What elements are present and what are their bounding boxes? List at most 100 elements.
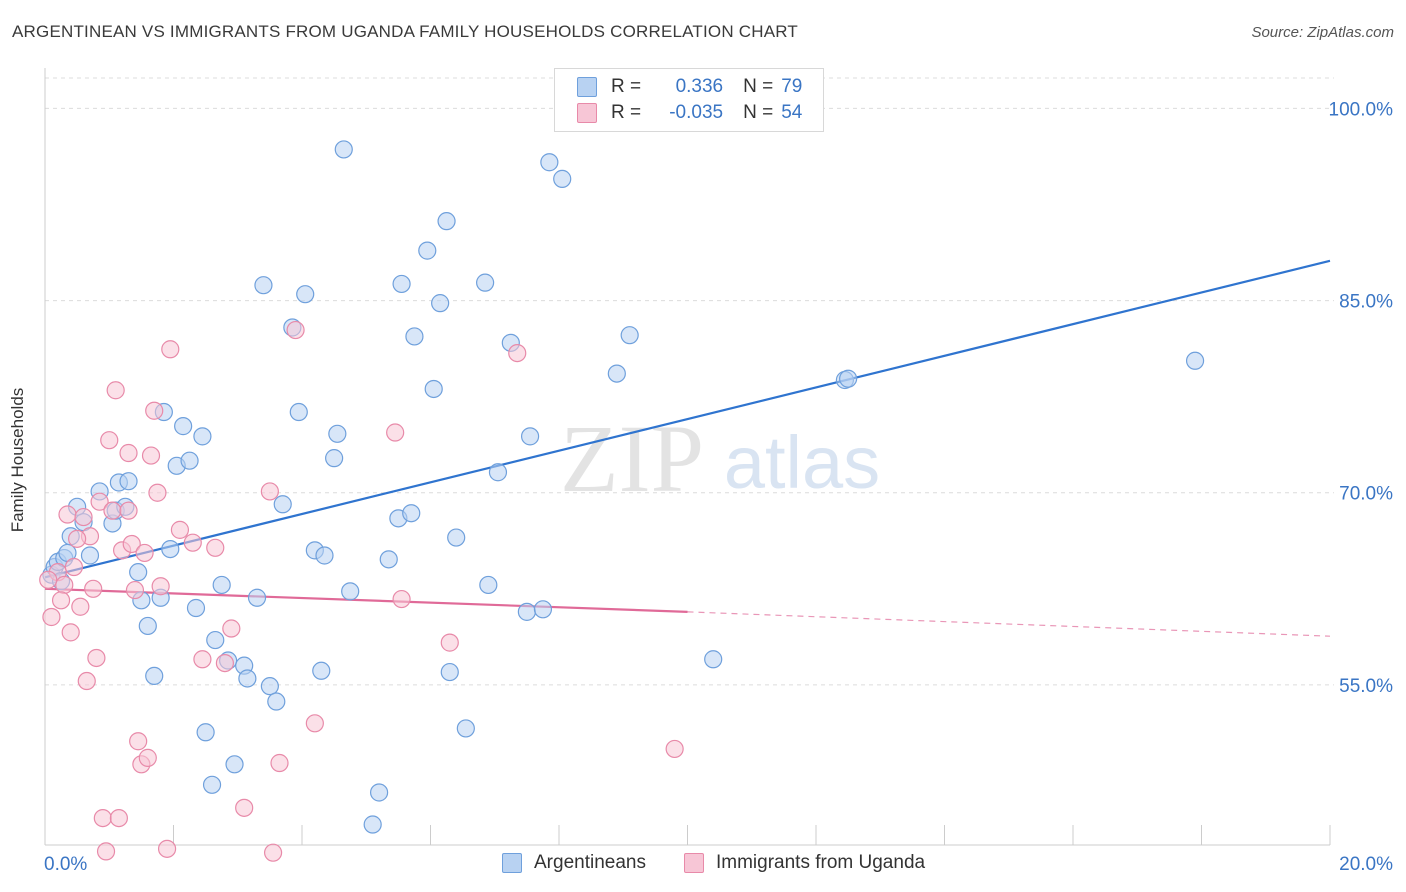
argentinean-point bbox=[704, 650, 723, 669]
uganda-point bbox=[39, 570, 58, 589]
uganda-point bbox=[151, 577, 170, 596]
uganda-point bbox=[90, 492, 109, 511]
blue-swatch bbox=[577, 77, 597, 97]
uganda-point bbox=[106, 381, 125, 400]
uganda-point bbox=[87, 648, 106, 668]
argentinean-point bbox=[341, 582, 360, 601]
argentinean-point bbox=[476, 273, 495, 292]
argentinean-point bbox=[296, 285, 315, 304]
argentinean-point bbox=[328, 424, 347, 443]
uganda-point bbox=[61, 623, 80, 642]
uganda-point bbox=[141, 446, 161, 465]
argentinean-point bbox=[202, 775, 222, 794]
uganda-point bbox=[183, 533, 202, 552]
argentinean-point bbox=[402, 504, 421, 523]
blue-swatch bbox=[502, 853, 522, 873]
uganda-point bbox=[71, 597, 90, 616]
uganda-point bbox=[286, 320, 305, 340]
argentinean-point bbox=[379, 550, 398, 569]
pink-swatch bbox=[577, 103, 597, 123]
uganda-point bbox=[129, 732, 148, 751]
argentinean-point bbox=[273, 495, 292, 514]
uganda-point bbox=[386, 423, 405, 442]
y-tick-label: 70.0% bbox=[1339, 484, 1393, 505]
argentinean-point bbox=[315, 546, 334, 565]
watermark-atlas: atlas bbox=[724, 421, 880, 504]
source-label: Source: ZipAtlas.com bbox=[1251, 24, 1394, 41]
argentinean-point bbox=[174, 417, 193, 436]
n-label: N = bbox=[743, 76, 774, 97]
argentinean-point bbox=[161, 539, 180, 559]
uganda-point bbox=[235, 798, 254, 817]
uganda-point bbox=[138, 748, 157, 767]
argentinean-point bbox=[325, 449, 344, 468]
legend-item-argentineans: Argentineans bbox=[502, 852, 646, 874]
argentinean-point bbox=[254, 276, 273, 295]
uganda-point bbox=[193, 650, 212, 669]
uganda-point bbox=[305, 714, 324, 733]
series-legend: Argentineans Immigrants from Uganda bbox=[0, 850, 1406, 878]
uganda-point bbox=[84, 579, 103, 598]
uganda-point bbox=[270, 753, 289, 773]
argentinean-point bbox=[440, 662, 459, 682]
uganda-point bbox=[161, 340, 180, 359]
argentinean-point bbox=[180, 451, 199, 470]
legend-label: Immigrants from Uganda bbox=[716, 852, 926, 873]
argentinean-point bbox=[80, 546, 100, 565]
argentinean-point bbox=[145, 666, 164, 686]
argentinean-point bbox=[247, 588, 267, 607]
n-label: N = bbox=[743, 102, 774, 123]
y-axis-label: Family Households bbox=[8, 387, 27, 533]
argentinean-point bbox=[129, 563, 148, 582]
n-value: 54 bbox=[781, 102, 803, 123]
argentinean-point bbox=[119, 472, 138, 491]
argentinean-trend-line bbox=[44, 259, 1331, 579]
y-tick-label: 85.0% bbox=[1339, 292, 1393, 313]
uganda-point bbox=[665, 739, 684, 759]
argentinean-point bbox=[312, 661, 331, 680]
uganda-point bbox=[55, 575, 74, 595]
argentinean-point bbox=[456, 719, 475, 738]
stats-row-argentineans: R = 0.336 N = 79 bbox=[577, 74, 802, 100]
argentinean-point bbox=[540, 153, 559, 172]
argentinean-point bbox=[418, 241, 437, 260]
argentinean-point bbox=[212, 575, 231, 595]
argentinean-point bbox=[520, 427, 540, 446]
tick-labels: 55.0% 70.0% 85.0% 100.0% 0.0% 20.0% bbox=[44, 99, 1393, 875]
uganda-point bbox=[263, 843, 283, 862]
argentinean-point bbox=[225, 755, 244, 774]
uganda-point bbox=[222, 619, 241, 638]
argentinean-point bbox=[405, 327, 424, 346]
data-points bbox=[39, 140, 1205, 862]
uganda-point bbox=[58, 505, 77, 524]
uganda-point bbox=[51, 591, 71, 610]
argentinean-point bbox=[196, 723, 215, 742]
n-value: 79 bbox=[781, 76, 803, 97]
legend-label: Argentineans bbox=[534, 852, 646, 873]
uganda-point bbox=[42, 607, 61, 627]
uganda-point bbox=[122, 534, 141, 554]
argentinean-point bbox=[424, 379, 443, 399]
argentinean-point bbox=[839, 369, 858, 388]
axes bbox=[44, 68, 1331, 846]
uganda-point bbox=[93, 808, 112, 828]
watermark-zip: ZIP bbox=[560, 405, 704, 512]
uganda-point bbox=[103, 501, 122, 520]
argentinean-point bbox=[488, 463, 508, 482]
argentinean-point bbox=[620, 326, 639, 345]
uganda-point bbox=[64, 557, 84, 577]
watermark: ZIP atlas bbox=[560, 405, 880, 512]
chart-title: ARGENTINEAN VS IMMIGRANTS FROM UGANDA FA… bbox=[12, 22, 798, 41]
argentinean-point bbox=[1185, 351, 1205, 370]
y-tick-label: 55.0% bbox=[1339, 676, 1393, 697]
uganda-point bbox=[392, 589, 411, 609]
argentinean-point bbox=[186, 598, 206, 618]
r-value: 0.336 bbox=[675, 76, 724, 97]
stats-legend: R = 0.336 N = 79 R = -0.035 N = 54 bbox=[554, 68, 824, 132]
gridlines bbox=[45, 77, 1334, 686]
uganda-point bbox=[74, 507, 93, 527]
argentinean-point bbox=[260, 677, 279, 696]
uganda-point bbox=[77, 671, 96, 691]
uganda-point bbox=[508, 343, 527, 363]
